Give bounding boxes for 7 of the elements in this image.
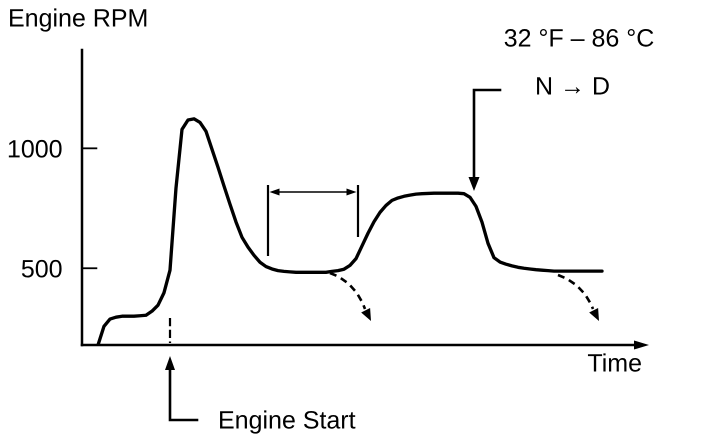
text: Engine Start (220, 410, 356, 434)
text: 32 °F – 86 °C (504, 29, 654, 47)
y-tick-label: 1000 (8, 140, 62, 158)
annotation: N → D (537, 77, 609, 94)
x-axis-title: Time (588, 353, 641, 372)
y-axis-title: Engine RPM (10, 8, 146, 32)
y-tick-label: 500 (22, 260, 62, 278)
